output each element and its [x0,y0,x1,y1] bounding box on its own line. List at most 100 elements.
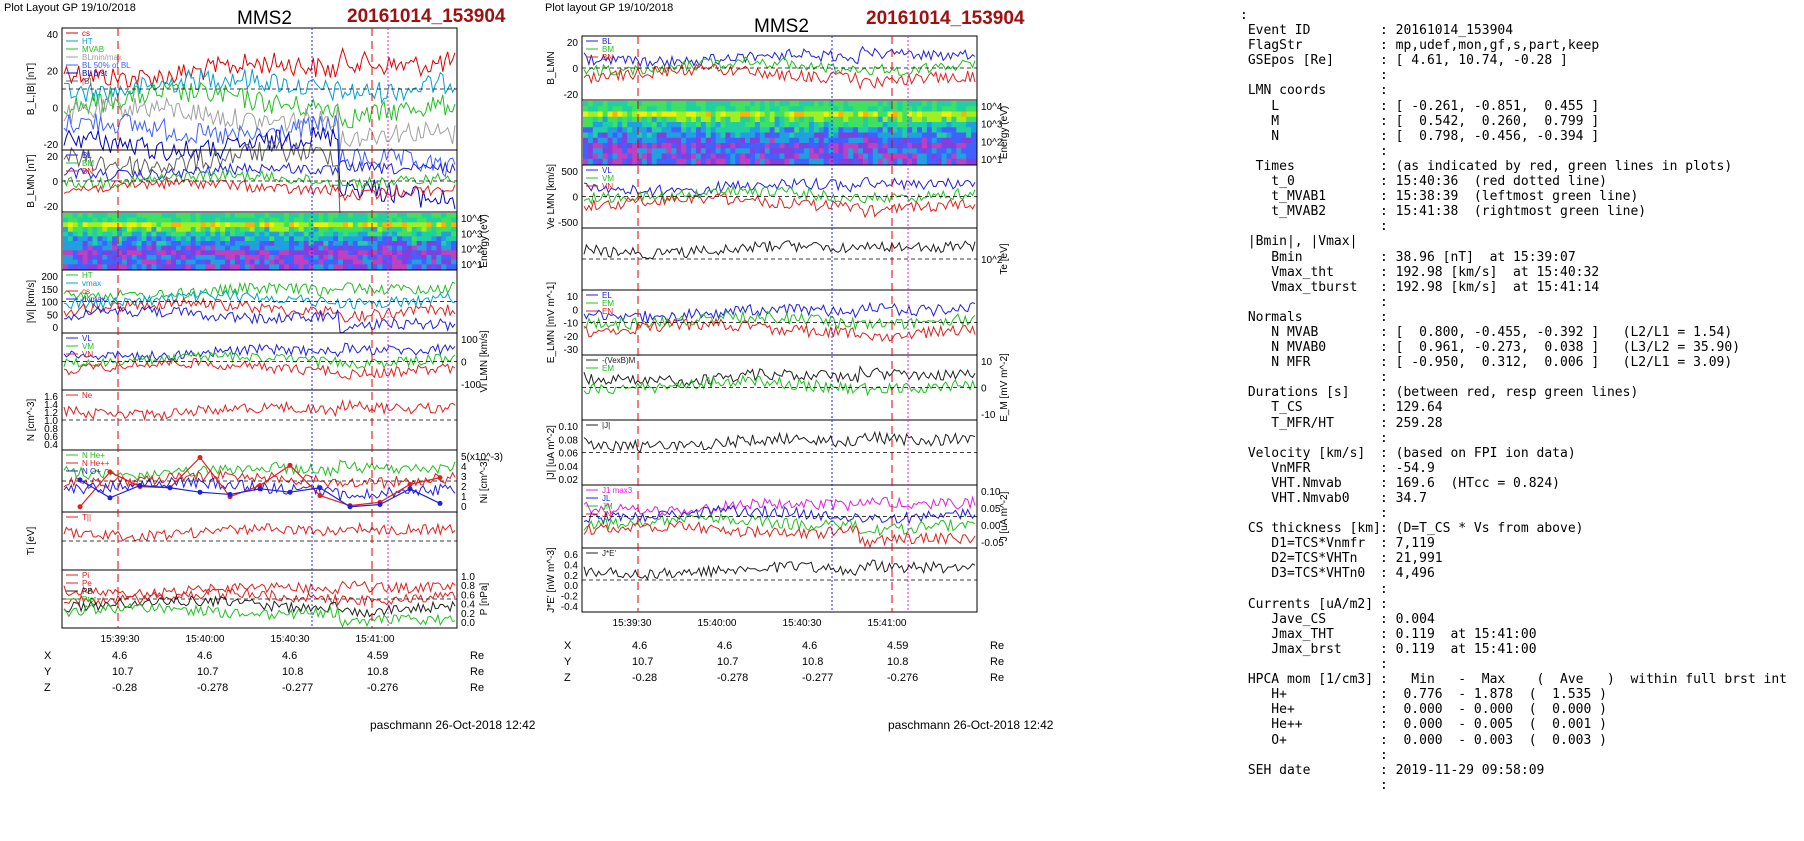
spectrogram-cell [451,264,457,270]
spectrogram-cell [328,222,334,228]
spectrogram-cell [907,132,913,139]
spectrogram-cell [230,236,236,242]
spectrogram-cell [180,213,187,219]
spectrogram-cell [136,241,143,247]
spectrogram-cell [357,241,364,247]
spectrogram-cell [686,101,692,107]
info-value: : 169.6 (HTcc = 0.824) [1380,475,1561,491]
spectrogram-cell [161,231,167,237]
spectrogram-cell [691,153,697,160]
spectrogram-cell [838,158,844,165]
spectrogram-cell [333,222,339,228]
info-value: : [1380,657,1388,673]
spectrogram-cell [131,255,138,261]
spectrogram-cell [92,231,98,237]
spectrogram-cell [328,255,334,261]
spectrogram-cell [750,122,756,128]
spectrogram-cell [308,227,315,233]
spectrogram-cell [298,236,305,242]
spectrogram-cell [151,222,157,228]
spectrogram-cell [215,255,221,261]
spectrogram-cell [867,143,874,149]
spectrogram-cell [195,259,202,265]
spectrogram-cell [446,245,452,251]
spectrogram-cell [681,111,687,118]
spectrogram-cell [141,236,148,242]
series-line [63,594,456,618]
coord-value: -0.278 [717,672,749,684]
spectrogram-cell [700,106,707,112]
spectrogram-cell [617,158,623,165]
spectrogram-cell [107,259,113,265]
spectrogram-cell [931,101,938,107]
spectrogram-cell [195,227,202,233]
spectrogram-cell [274,231,280,237]
spectrogram-cell [303,222,310,228]
spectrogram-cell [333,259,339,265]
spectrogram-cell [730,132,736,139]
spectrogram-cell [764,153,771,160]
spectrogram-cell [804,153,810,160]
spectrogram-cell [107,222,113,228]
spectrogram-cell [234,255,241,261]
info-value: : 0.119 at 15:41:00 [1380,641,1537,657]
spectrogram-cell [372,264,378,270]
spectrogram-cell [284,213,290,219]
spectrogram-cell [234,259,241,265]
spectrogram-cell [185,231,192,237]
spectrogram-cell [607,143,613,149]
spectrogram-cell [902,158,908,165]
info-value: : 192.98 [km/s] at 15:40:32 [1380,264,1600,280]
spectrogram-cell [200,231,206,237]
spectrogram-cell [102,213,108,219]
spectrogram-cell [401,255,408,261]
spectrogram-cell [362,264,369,270]
spectrogram-cell [917,111,923,118]
spectrogram-cell [666,153,672,160]
spectrogram-cell [215,222,221,228]
spectrogram-cell [318,231,324,237]
spectrogram-cell [230,259,236,265]
spectrogram-cell [416,259,423,265]
spectrogram-cell [671,122,677,128]
spectrogram-cell [838,127,844,133]
spectrogram-cell [833,101,839,107]
spectrogram-cell [637,143,643,149]
spectrogram-cell [740,127,746,133]
spectrogram-cell [637,122,643,128]
spectrogram-cell [264,213,270,219]
spectrogram-cell [451,245,457,251]
spectrogram-cell [902,148,908,154]
spectrogram-cell [941,153,948,160]
spectrogram-cell [121,245,128,251]
spectrogram-cell [343,250,349,256]
spectrogram-cell [274,227,280,233]
spectrogram-cell [343,222,349,228]
spectrogram-cell [804,148,810,154]
spectrogram-cell [63,236,69,242]
y-axis-label: N [cm^-3] [26,399,37,442]
info-key: Bmin [1240,249,1303,265]
info-value: : (as indicated by red, green lines in p… [1380,158,1733,174]
spectrogram-cell [190,255,197,261]
spectrogram-cell [112,213,118,219]
spectrogram-cell [764,148,771,154]
spectrogram-cell [200,213,206,219]
spectrogram-cell [367,255,373,261]
spectrogram-cell [185,213,192,219]
spectrogram-cell [293,250,300,256]
spectrogram-cell [313,250,319,256]
y-tick-label: 0 [52,177,58,188]
spectrogram-cell [602,116,609,123]
spectrogram-cell [117,250,123,256]
spectrogram-cell [843,106,849,112]
spectrogram-cell [82,255,89,261]
y-tick-label: 1 [461,492,467,503]
spectrogram-cell [612,143,618,149]
spectrogram-cell [587,127,594,133]
spectrogram-cell [843,143,849,149]
spectrogram-cell [902,127,908,133]
event-info-table: : Event ID: 20161014_153904 FlagStr: mp,… [1240,8,1787,793]
spectrogram-cell [284,231,290,237]
